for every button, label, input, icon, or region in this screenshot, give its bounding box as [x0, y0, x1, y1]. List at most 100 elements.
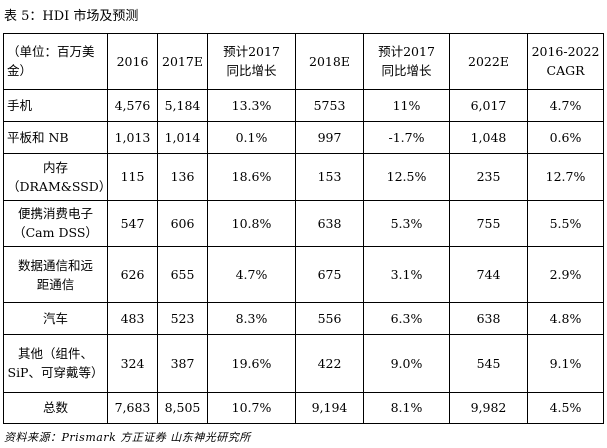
table-cell: 387: [157, 334, 208, 393]
table-cell: 153: [295, 152, 364, 201]
cell-line: 手机: [7, 97, 33, 113]
cell-line: 预计2017: [223, 44, 280, 60]
table-cell: 324: [107, 334, 158, 393]
table-cell: 4.5%: [527, 391, 604, 425]
row-label: 其他（组件、 SiP、可穿戴等）: [3, 334, 108, 393]
cell-line: 预计2017: [378, 44, 435, 60]
table-cell: 19.6%: [207, 334, 296, 393]
table-cell: 545: [449, 334, 528, 393]
table-cell: 9.1%: [527, 334, 604, 393]
table-cell: 638: [449, 301, 528, 336]
table-row: 数据通信和远 距通信 626 655 4.7% 675 3.1% 744 2.9%: [3, 246, 604, 303]
row-label: 数据通信和远 距通信: [3, 246, 108, 303]
table-cell: 4.7%: [527, 88, 604, 122]
table-cell: 606: [157, 199, 208, 248]
table-cell: 655: [157, 246, 208, 303]
cell-line: 2022E: [468, 53, 509, 69]
column-header: 预计2017 同比增长: [363, 33, 450, 90]
table-cell: 4.8%: [527, 301, 604, 336]
cell-line: SiP、可穿戴等）: [7, 365, 104, 381]
table-cell: 997: [295, 120, 364, 154]
row-label: 汽车: [3, 301, 108, 336]
table-cell: 523: [157, 301, 208, 336]
table-cell: 9,194: [295, 391, 364, 425]
column-header: 2022E: [449, 33, 528, 90]
table-cell: 8.1%: [363, 391, 450, 425]
table-cell: 5753: [295, 88, 364, 122]
column-header: 2018E: [295, 33, 364, 90]
table-cell: 136: [157, 152, 208, 201]
table-cell: 1,048: [449, 120, 528, 154]
cell-line: 2016-2022: [531, 44, 600, 60]
cell-line: 总数: [42, 400, 68, 416]
table-row: 其他（组件、 SiP、可穿戴等） 324 387 19.6% 422 9.0% 545 9.1%: [3, 334, 604, 393]
table-cell: 235: [449, 152, 528, 201]
table-cell: 744: [449, 246, 528, 303]
column-header: 2016-2022 CAGR: [527, 33, 604, 90]
column-header: 2017E: [157, 33, 208, 90]
row-label: 总数: [3, 391, 108, 425]
table-cell: 0.1%: [207, 120, 296, 154]
table-cell: 483: [107, 301, 158, 336]
cell-line: （单位：百万美: [7, 44, 95, 60]
table-cell: 9.0%: [363, 334, 450, 393]
cell-line: （Cam DSS）: [13, 225, 98, 241]
table-cell: 626: [107, 246, 158, 303]
cell-line: CAGR: [546, 63, 585, 79]
cell-line: 汽车: [42, 310, 68, 326]
cell-line: 距通信: [36, 276, 75, 292]
table-cell: 5.3%: [363, 199, 450, 248]
column-header: （单位：百万美 金）: [3, 33, 108, 90]
table-row: 总数 7,683 8,505 10.7% 9,194 8.1% 9,982 4.5%: [3, 391, 604, 425]
table-cell: 8.3%: [207, 301, 296, 336]
table-cell: 3.1%: [363, 246, 450, 303]
table-cell: 18.6%: [207, 152, 296, 201]
cell-line: 2016: [116, 53, 149, 69]
table-cell: 1,013: [107, 120, 158, 154]
table-cell: 10.7%: [207, 391, 296, 425]
cell-line: 内存: [42, 159, 68, 175]
table-cell: 11%: [363, 88, 450, 122]
table-cell: 6,017: [449, 88, 528, 122]
cell-line: 金）: [7, 63, 33, 79]
table-cell: 6.3%: [363, 301, 450, 336]
cell-line: 2017E: [162, 53, 203, 69]
table-cell: 13.3%: [207, 88, 296, 122]
row-label: 手机: [3, 88, 108, 122]
table-cell: 8,505: [157, 391, 208, 425]
table-row: 平板和 NB 1,013 1,014 0.1% 997 -1.7% 1,048 0.6%: [3, 120, 604, 154]
table-row: 汽车 483 523 8.3% 556 6.3% 638 4.8%: [3, 301, 604, 336]
table-row: 手机 4,576 5,184 13.3% 5753 11% 6,017 4.7%: [3, 88, 604, 122]
cell-line: 便携消费电子: [17, 206, 93, 222]
table-cell: 0.6%: [527, 120, 604, 154]
hdi-market-table: （单位：百万美 金） 2016 2017E 预计2017 同比增长 2018E 预计2017 同…: [3, 33, 604, 425]
table-cell: 1,014: [157, 120, 208, 154]
table-cell: 12.7%: [527, 152, 604, 201]
table-cell: 5.5%: [527, 199, 604, 248]
row-label: 便携消费电子 （Cam DSS）: [3, 199, 108, 248]
table-cell: -1.7%: [363, 120, 450, 154]
table-cell: 9,982: [449, 391, 528, 425]
table-cell: 422: [295, 334, 364, 393]
cell-line: 同比增长: [226, 63, 277, 79]
table-cell: 10.8%: [207, 199, 296, 248]
cell-line: 2018E: [309, 53, 350, 69]
table-cell: 2.9%: [527, 246, 604, 303]
table-cell: 547: [107, 199, 158, 248]
column-header: 预计2017 同比增长: [207, 33, 296, 90]
table-cell: 4,576: [107, 88, 158, 122]
table-cell: 5,184: [157, 88, 208, 122]
table-cell: 638: [295, 199, 364, 248]
table-caption: 表 5：HDI 市场及预测: [4, 9, 139, 24]
table-cell: 755: [449, 199, 528, 248]
table-cell: 7,683: [107, 391, 158, 425]
table-cell: 4.7%: [207, 246, 296, 303]
cell-line: 其他（组件、: [17, 346, 93, 362]
cell-line: 同比增长: [381, 63, 432, 79]
header-row: （单位：百万美 金） 2016 2017E 预计2017 同比增长 2018E 预计2017 同…: [3, 33, 604, 90]
cell-line: 平板和 NB: [7, 129, 69, 145]
table-cell: 675: [295, 246, 364, 303]
source-note: 资料来源：Prismark 方正证券 山东神光研究所: [4, 431, 251, 444]
column-header: 2016: [107, 33, 158, 90]
table-row: 内存 （DRAM&SSD） 115 136 18.6% 153 12.5% 235 12.7%: [3, 152, 604, 201]
